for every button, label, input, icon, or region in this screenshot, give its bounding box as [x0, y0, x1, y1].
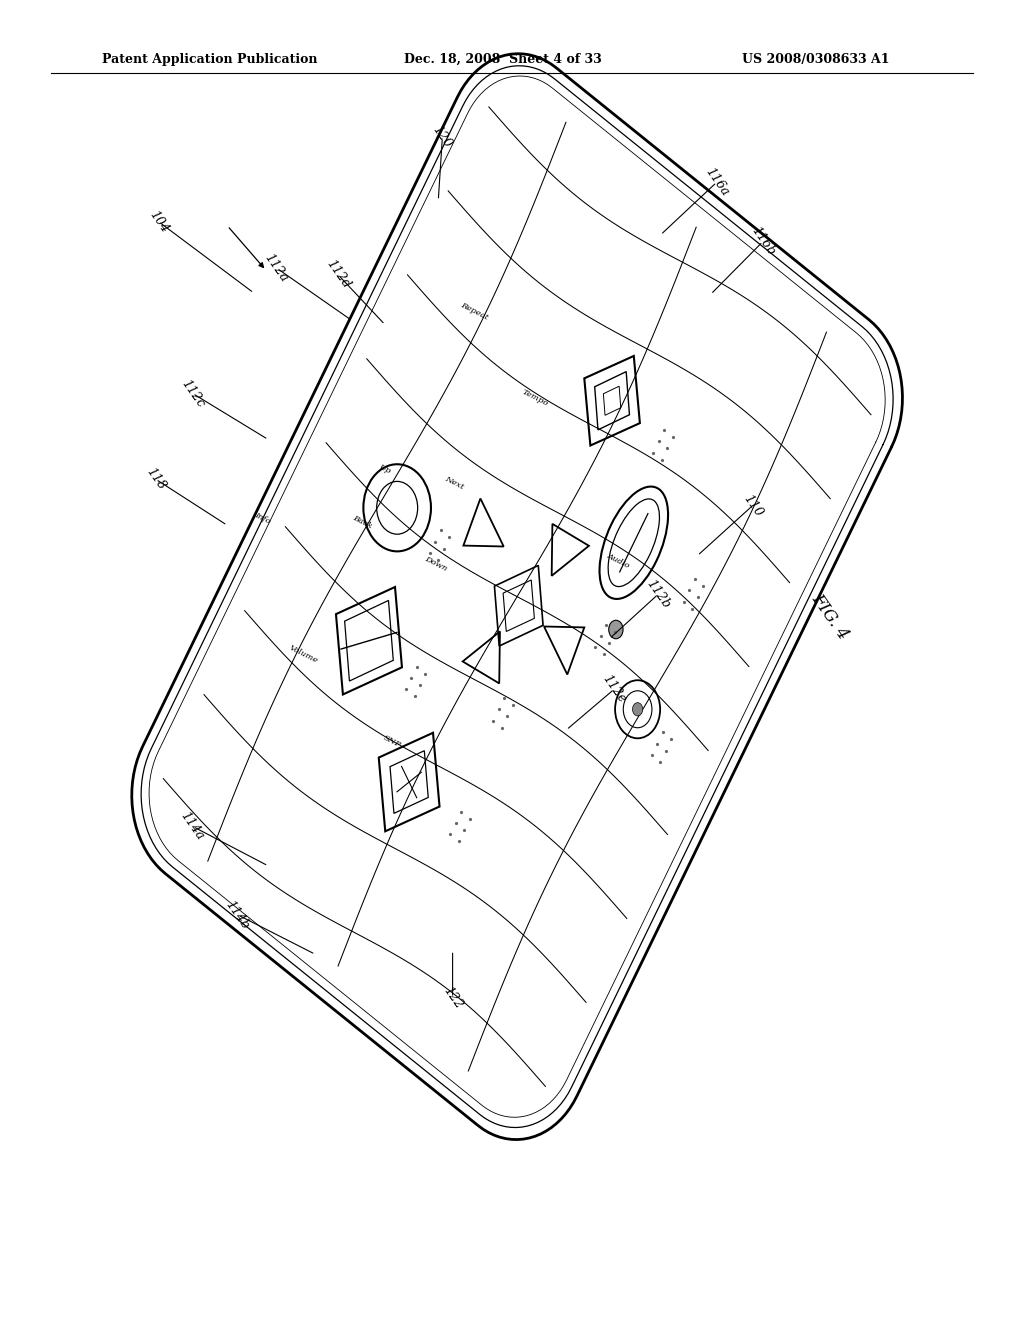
Text: 116b: 116b: [749, 224, 777, 259]
Text: Down: Down: [423, 554, 449, 573]
Text: Audio: Audio: [606, 552, 632, 570]
Text: 114b: 114b: [223, 898, 252, 932]
Text: 104: 104: [146, 209, 171, 235]
Text: 114a: 114a: [178, 809, 207, 843]
Text: 112e: 112e: [600, 672, 629, 706]
Text: 110: 110: [740, 492, 765, 519]
Circle shape: [633, 702, 643, 715]
Text: Dec. 18, 2008  Sheet 4 of 33: Dec. 18, 2008 Sheet 4 of 33: [404, 53, 602, 66]
Text: SNP: SNP: [382, 734, 402, 750]
Text: Back: Back: [351, 513, 374, 531]
Text: US 2008/0308633 A1: US 2008/0308633 A1: [742, 53, 890, 66]
Text: 116a: 116a: [702, 165, 731, 199]
Text: FIG. 4: FIG. 4: [808, 590, 851, 643]
Text: 120: 120: [430, 124, 455, 150]
Text: 112d: 112d: [324, 257, 352, 292]
Text: Up: Up: [377, 462, 391, 475]
Text: 118: 118: [143, 466, 168, 492]
Circle shape: [608, 620, 623, 639]
Text: Next: Next: [443, 475, 465, 491]
Text: 122: 122: [440, 985, 465, 1011]
Text: Repeat: Repeat: [459, 301, 489, 322]
Text: 112c: 112c: [178, 378, 207, 409]
Text: Patent Application Publication: Patent Application Publication: [102, 53, 317, 66]
Text: Tempo: Tempo: [520, 388, 549, 408]
Text: 112b: 112b: [644, 577, 673, 611]
Text: Info: Info: [253, 511, 271, 525]
Text: Volume: Volume: [288, 644, 319, 665]
Text: 112a: 112a: [262, 251, 291, 285]
